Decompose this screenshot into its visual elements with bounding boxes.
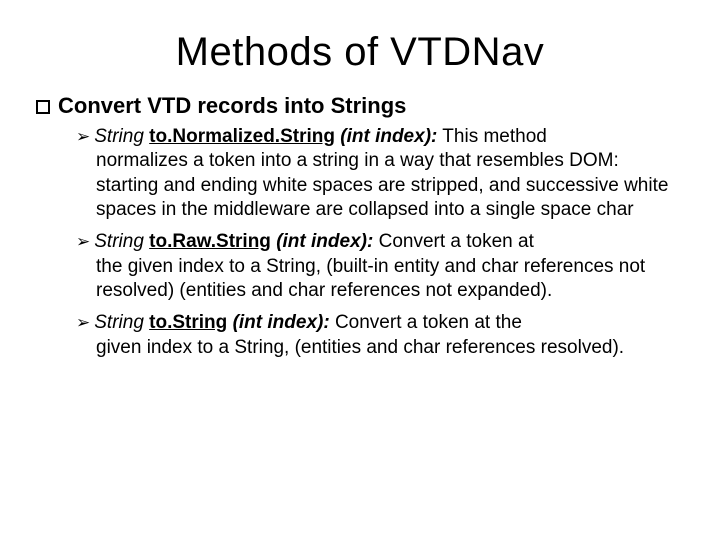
method-args: (int index): [233,312,330,333]
slide: Methods of VTDNav Convert VTD records in… [0,0,720,540]
arrow-bullet-icon: ➢ [76,313,90,332]
arrow-bullet-icon: ➢ [76,127,90,146]
method-name: to.String [149,312,227,333]
method-name: to.Normalized.String [149,126,335,147]
method-args: (int index): [340,126,437,147]
square-bullet-icon [36,100,50,114]
return-type: String [94,126,144,147]
return-type: String [94,231,144,252]
arrow-bullet-icon: ➢ [76,232,90,251]
method-item: ➢String to.Normalized.String (int index)… [76,125,670,222]
desc-lead: Convert a token at the [330,312,522,333]
method-args: (int index): [276,231,373,252]
method-item: ➢String to.String (int index): Convert a… [76,311,670,360]
desc-rest: the given index to a String, (built-in e… [96,256,645,301]
method-name: to.Raw.String [149,231,271,252]
desc-lead: Convert a token at [373,231,534,252]
desc-rest: normalizes a token into a string in a wa… [96,150,668,220]
section-heading: Convert VTD records into Strings [36,93,690,119]
method-item: ➢String to.Raw.String (int index): Conve… [76,230,670,303]
desc-rest: given index to a String, (entities and c… [96,337,624,358]
return-type: String [94,312,144,333]
desc-lead: This method [437,126,546,147]
slide-title: Methods of VTDNav [30,30,690,75]
heading-text: Convert VTD records into Strings [58,93,406,118]
